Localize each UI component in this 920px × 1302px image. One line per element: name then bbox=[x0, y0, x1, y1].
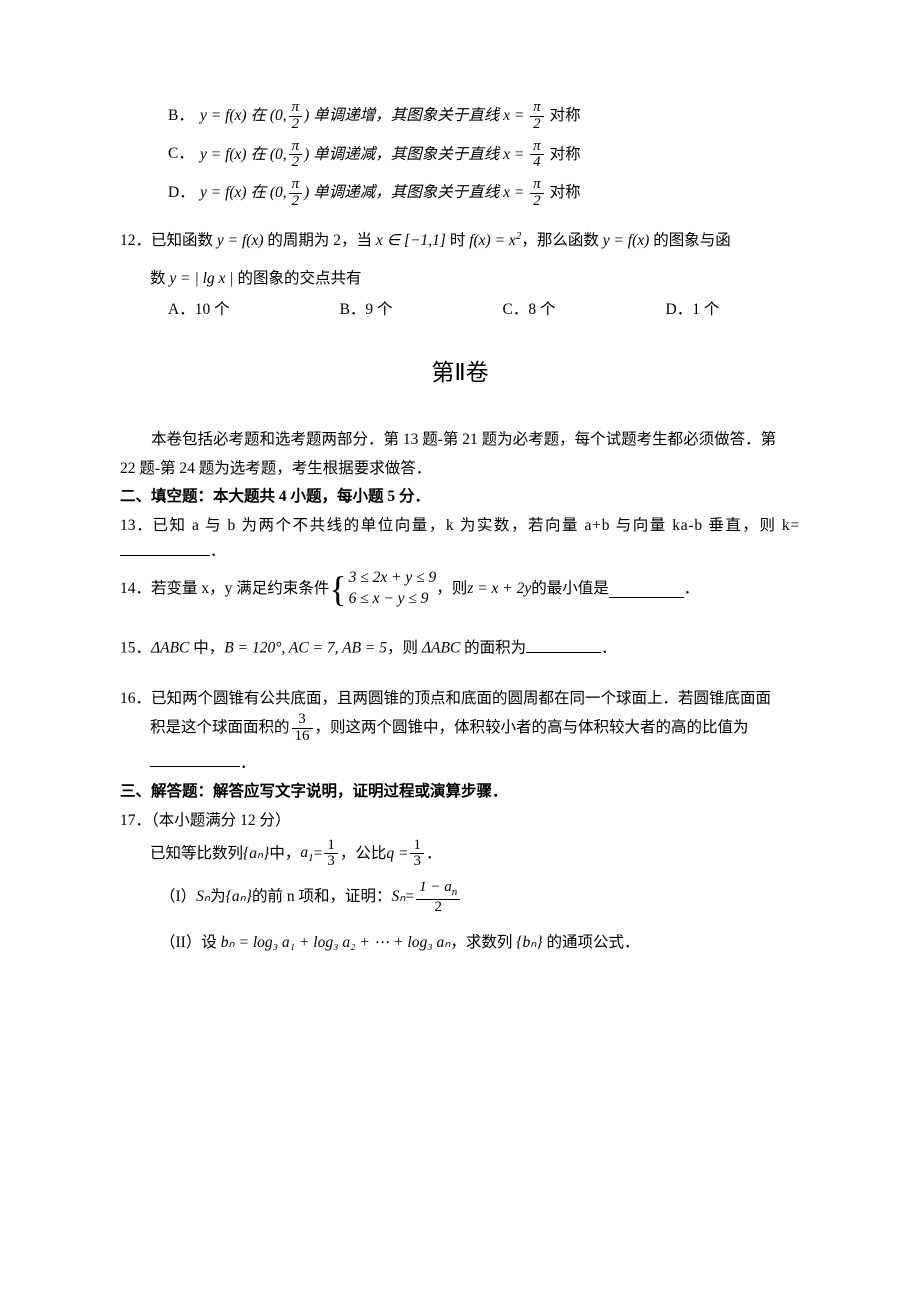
q11-opt-b: B． y = f(x) 在 (0,π2) 单调递增，其图象关于直线 x = π2… bbox=[120, 100, 800, 133]
page: B． y = f(x) 在 (0,π2) 单调递增，其图象关于直线 x = π2… bbox=[0, 0, 920, 1302]
q17-part1: （I）Sₙ 为 {aₙ} 的前 n 项和，证明：Sₙ = 1 − an2 bbox=[120, 880, 800, 915]
opt-label: C． bbox=[168, 142, 200, 167]
blank bbox=[120, 539, 210, 556]
fill-blank-header: 二、填空题：本大题共 4 小题，每小题 5 分． bbox=[120, 485, 800, 510]
q12-opt-d: D．1 个 bbox=[666, 298, 720, 323]
opt-label: B． bbox=[168, 104, 200, 129]
blank bbox=[526, 636, 601, 653]
blank bbox=[150, 751, 240, 768]
answer-header: 三、解答题：解答应写文字说明，证明过程或演算步骤． bbox=[120, 780, 800, 805]
section-intro-2: 22 题-第 24 题为选考题，考生根据要求做答． bbox=[120, 457, 800, 482]
section-2-title: 第Ⅱ卷 bbox=[120, 355, 800, 392]
q11-opt-d: D． y = f(x) 在 (0,π2) 单调递减，其图象关于直线 x = π2… bbox=[120, 177, 800, 210]
q12-line1: 12．已知函数 y = f(x) 的周期为 2，当 x ∈ [−1,1] 时 f… bbox=[120, 228, 800, 254]
opt-text: y = f(x) 在 (0,π2) 单调递减，其图象关于直线 x = π2 对称 bbox=[200, 177, 581, 210]
q13: 13．已知 a 与 b 为两个不共线的单位向量，k 为实数，若向量 a+b 与向… bbox=[120, 514, 800, 564]
q14: 14．若变量 x，y 满足约束条件 { 3 ≤ 2x + y ≤ 9 6 ≤ x… bbox=[120, 568, 800, 610]
q12-opt-a: A．10 个 bbox=[168, 298, 230, 323]
q12-choices: A．10 个 B．9 个 C．8 个 D．1 个 bbox=[120, 298, 800, 323]
opt-text: y = f(x) 在 (0,π2) 单调递减，其图象关于直线 x = π4 对称 bbox=[200, 139, 581, 172]
q17: 17．（本小题满分 12 分） 已知等比数列 {aₙ} 中，a1 = 13，公比… bbox=[120, 809, 800, 956]
opt-text: y = f(x) 在 (0,π2) 单调递增，其图象关于直线 x = π2 对称 bbox=[200, 100, 581, 133]
q12-opt-c: C．8 个 bbox=[503, 298, 556, 323]
q12: 12．已知函数 y = f(x) 的周期为 2，当 x ∈ [−1,1] 时 f… bbox=[120, 228, 800, 324]
q16: 16．已知两个圆锥有公共底面，且两圆锥的顶点和底面的圆周都在同一个球面上．若圆锥… bbox=[120, 687, 800, 776]
section-intro-1: 本卷包括必考题和选考题两部分．第 13 题-第 21 题为必考题，每个试题考生都… bbox=[120, 428, 800, 453]
q11-options: B． y = f(x) 在 (0,π2) 单调递增，其图象关于直线 x = π2… bbox=[120, 100, 800, 210]
brace-system: { 3 ≤ 2x + y ≤ 9 6 ≤ x − y ≤ 9 bbox=[329, 568, 436, 610]
q12-opt-b: B．9 个 bbox=[340, 298, 393, 323]
blank bbox=[609, 581, 684, 598]
q15: 15．ΔABC 中，B = 120°, AC = 7, AB = 5，则 ΔAB… bbox=[120, 636, 800, 661]
q12-line2: 数 y = | lg x | 的图象的交点共有 bbox=[120, 267, 800, 292]
q11-opt-c: C． y = f(x) 在 (0,π2) 单调递减，其图象关于直线 x = π4… bbox=[120, 139, 800, 172]
q17-part2: （II）设 bₙ = log₃ a₁ + log₃ a₂ + ⋯ + log₃ … bbox=[120, 931, 800, 956]
opt-label: D． bbox=[168, 181, 200, 206]
